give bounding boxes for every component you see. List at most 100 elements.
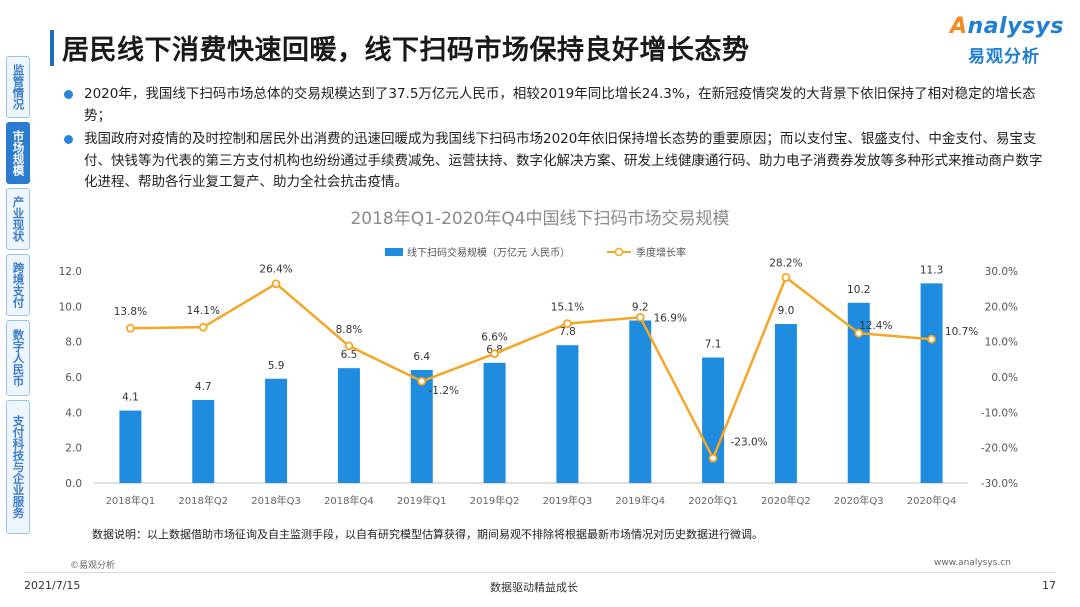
line-value-label: 12.4% [859, 320, 892, 332]
page-number: 17 [1042, 579, 1056, 592]
bar [629, 320, 652, 483]
line-value-label: 10.7% [945, 326, 978, 338]
footer-divider [24, 572, 1056, 573]
bar-value-label: 5.9 [268, 360, 285, 372]
footer-slogan: 数据驱动精益成长 [490, 581, 578, 594]
line-point [271, 279, 281, 289]
y-tick-label: 10.0 [59, 301, 82, 313]
sidebar-item-regulation[interactable]: 监管情况 [6, 56, 30, 118]
line-point [563, 319, 572, 329]
bar-value-label: 4.7 [195, 381, 212, 393]
line-point [417, 376, 427, 386]
growth-line [130, 275, 932, 462]
bar-value-label: 7.1 [705, 339, 722, 351]
line-value-label: -1.2% [429, 385, 459, 397]
x-tick-label: 2019年Q2 [470, 494, 520, 507]
x-tick-label: 2020年Q3 [834, 494, 884, 507]
bullet-list: 2020年，我国线下扫码市场总体的交易规模达到了37.5万亿元人民币，相较201… [64, 84, 1044, 196]
bar [119, 410, 142, 483]
sidebar-item-cross-border[interactable]: 跨境支付 [6, 254, 30, 316]
bar [337, 368, 360, 483]
bullet-item: 我国政府对疫情的及时控制和居民外出消费的迅速回暖成为我国线下扫码市场2020年依… [64, 129, 1044, 194]
x-tick-label: 2018年Q4 [324, 494, 374, 507]
analysys-logo: Analysys 易观分析 [944, 14, 1064, 70]
x-tick-label: 2018年Q3 [251, 494, 301, 507]
sidebar-item-paytech[interactable]: 支付科技与企业服务 [6, 400, 30, 534]
chart-legend: 线下扫码交易规模（万亿元 人民币） 季度增长率 [385, 246, 686, 259]
logo-cn: 易观分析 [968, 47, 1040, 67]
line-point [344, 341, 354, 351]
line-point [490, 349, 499, 359]
y2-tick-label: -30.0% [981, 478, 1018, 490]
line-value-label: 28.2% [769, 257, 802, 269]
line-value-label: 16.9% [654, 312, 687, 324]
bar [847, 302, 870, 483]
bar [265, 378, 288, 483]
line-point [635, 312, 645, 322]
chart-svg: 2018年Q1-2020年Q4中国线下扫码市场交易规模 线下扫码交易规模（万亿元… [59, 209, 1018, 507]
y2-tick-label: 0.0% [991, 372, 1018, 384]
line-point [708, 453, 718, 463]
y2-tick-label: 30.0% [985, 266, 1018, 278]
line-point [126, 323, 135, 333]
y-tick-label: 2.0 [65, 443, 82, 455]
line-point [198, 322, 208, 332]
sidebar-item-market-size[interactable]: 市场规模 [6, 122, 30, 184]
bar-value-label: 7.8 [559, 326, 576, 338]
chart-axes: 0.0 2.0 4.0 6.0 8.0 10.0 12.0 -30.0% -20.0% -10.0… [59, 266, 1018, 507]
x-tick-label: 2019年Q4 [615, 494, 665, 507]
bar [702, 357, 725, 483]
combo-chart: 2018年Q1-2020年Q4中国线下扫码市场交易规模 线下扫码交易规模（万亿元… [0, 200, 1080, 520]
sidebar-item-industry-status[interactable]: 产业现状 [6, 188, 30, 250]
line-point [927, 334, 936, 344]
bar-value-label: 4.1 [122, 392, 139, 404]
line-value-label: -23.0% [731, 436, 768, 448]
y-tick-label: 4.0 [65, 407, 82, 419]
legend-line-marker [614, 247, 624, 257]
line-value-label: 8.8% [336, 324, 363, 336]
y2-tick-label: -10.0% [981, 407, 1018, 419]
bar [556, 345, 579, 483]
x-tick-label: 2020年Q1 [688, 494, 738, 507]
y-tick-label: 12.0 [59, 266, 82, 278]
bar-value-label: 10.2 [847, 284, 870, 296]
bullet-dot-icon [64, 90, 73, 99]
y2-tick-label: 20.0% [985, 301, 1018, 313]
bar [410, 369, 433, 483]
bar [483, 362, 506, 483]
website-link[interactable]: www.analysys.cn [934, 558, 1011, 568]
legend-bar-swatch [385, 248, 403, 256]
x-tick-label: 2019年Q3 [543, 494, 593, 507]
sidebar-item-digital-rmb[interactable]: 数字人民币 [6, 320, 30, 396]
line-value-label: 13.8% [114, 306, 147, 318]
bar-value-label: 9.2 [632, 301, 649, 313]
legend-bar-label: 线下扫码交易规模（万亿元 人民币） [407, 246, 570, 259]
x-tick-label: 2018年Q2 [178, 494, 228, 507]
bar [920, 283, 943, 483]
line-value-label: 14.1% [187, 305, 220, 317]
bar-value-label: 9.0 [778, 305, 795, 317]
bar [774, 324, 797, 483]
x-tick-label: 2020年Q2 [761, 494, 811, 507]
footer-date: 2021/7/15 [24, 579, 81, 592]
bullet-item: 2020年，我国线下扫码市场总体的交易规模达到了37.5万亿元人民币，相较201… [64, 84, 1044, 127]
x-tick-label: 2020年Q4 [907, 494, 957, 507]
bar-series: 4.14.75.96.56.46.87.89.27.19.010.211.3 [119, 264, 943, 483]
line-point [781, 272, 791, 282]
line-point [854, 328, 864, 338]
x-tick-label: 2018年Q1 [106, 494, 156, 507]
bar-value-label: 6.5 [341, 349, 358, 361]
line-value-label: 15.1% [551, 302, 584, 314]
bar-value-label: 11.3 [920, 264, 943, 276]
y2-tick-label: -20.0% [981, 443, 1018, 455]
line-value-label: 26.4% [259, 264, 292, 276]
bar-value-label: 6.4 [413, 351, 430, 363]
page-title: 居民线下消费快速回暖，线下扫码市场保持良好增长态势 [62, 35, 750, 66]
y-tick-label: 0.0 [65, 478, 82, 490]
bullet-dot-icon [64, 135, 73, 144]
y2-tick-label: 10.0% [985, 337, 1018, 349]
logo-wordmark: Analysys [950, 14, 1064, 39]
data-note: 数据说明：以上数据借助市场征询及自主监测手段，以自有研究模型估算获得，期间易观不… [92, 528, 763, 541]
chart-title: 2018年Q1-2020年Q4中国线下扫码市场交易规模 [350, 209, 729, 229]
copyright: ©易观分析 [70, 561, 116, 571]
